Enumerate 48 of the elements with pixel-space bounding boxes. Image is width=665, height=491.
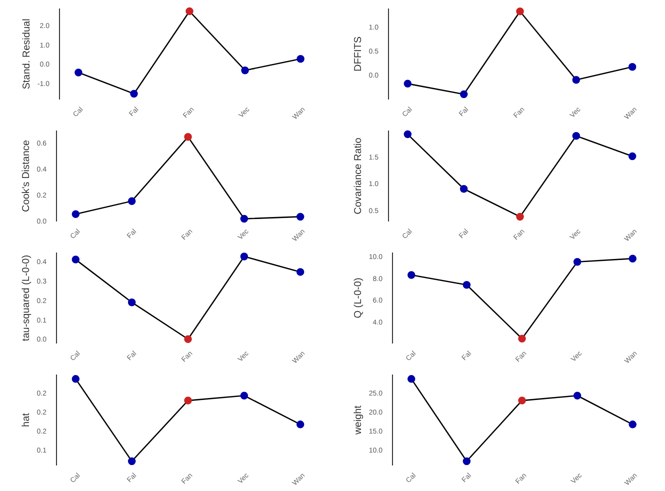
point: [296, 55, 304, 63]
y-axis-title: weight: [352, 405, 364, 436]
point: [241, 66, 249, 74]
point: [407, 271, 416, 279]
y-axis-title: tau-squared (L-0-0): [20, 254, 32, 342]
point: [74, 68, 82, 76]
point: [72, 375, 80, 383]
point: [240, 214, 248, 223]
point: [184, 335, 192, 343]
point: [573, 258, 582, 266]
point: [460, 90, 468, 98]
point: [72, 210, 80, 218]
point: [518, 396, 526, 404]
y-axis-title: Stand. Residual: [21, 18, 32, 90]
y-axis-title: Q (L-0-0): [352, 278, 364, 318]
point: [572, 132, 580, 140]
point: [628, 63, 636, 71]
point: [462, 457, 471, 466]
point: [184, 133, 192, 141]
point: [407, 375, 416, 383]
point: [296, 268, 304, 276]
point: [462, 281, 471, 289]
y-axis-title: DFFITS: [352, 36, 364, 72]
point: [516, 7, 524, 16]
point: [240, 392, 248, 400]
point: [128, 298, 136, 306]
point: [404, 80, 412, 88]
point: [572, 76, 580, 84]
point: [296, 420, 304, 428]
point: [628, 152, 636, 160]
y-axis-title: Cook's Distance: [20, 140, 32, 212]
point: [240, 252, 248, 260]
point: [460, 185, 468, 193]
point: [72, 256, 80, 264]
point: [184, 396, 192, 404]
point: [130, 90, 138, 98]
point: [628, 420, 637, 428]
point: [128, 197, 136, 205]
point: [404, 130, 412, 138]
y-axis-title: hat: [20, 412, 32, 427]
point: [186, 7, 194, 16]
point: [628, 254, 637, 262]
y-axis-title: Covariance Ratio: [352, 137, 364, 214]
point: [128, 457, 136, 466]
point: [516, 212, 524, 221]
point: [573, 392, 582, 400]
point: [296, 212, 304, 221]
point: [518, 334, 526, 342]
